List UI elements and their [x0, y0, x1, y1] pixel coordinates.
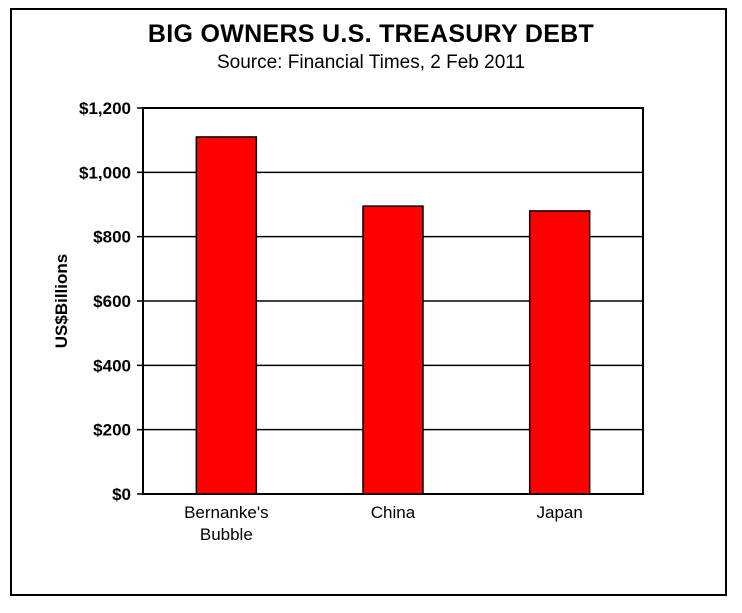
bar [195, 136, 258, 495]
y-tick-label: $1,200 [79, 99, 131, 118]
x-axis-labels: Bernanke's Bubble China Japan [184, 503, 583, 544]
x-category-label: Japan [537, 503, 583, 522]
y-tick-label: $400 [93, 356, 131, 375]
y-tick-label: $1,000 [79, 163, 131, 182]
bar [528, 210, 591, 495]
y-tick-label: $200 [93, 421, 131, 440]
x-category-label: Bernanke's Bubble [184, 503, 269, 544]
x-category-label: China [371, 503, 416, 522]
chart-subtitle: Source: Financial Times, 2 Feb 2011 [216, 52, 526, 73]
bars [195, 136, 591, 495]
y-axis-title: US$Billions [52, 254, 71, 348]
y-tick-label: $0 [112, 485, 131, 504]
bar [362, 205, 424, 495]
chart-title: BIG OWNERS U.S. TREASURY DEBT [147, 20, 595, 48]
y-axis-ticks: $0 $200 $400 $600 $800 $1,000 $1,200 [79, 99, 143, 504]
y-tick-label: $600 [93, 292, 131, 311]
y-tick-label: $800 [93, 228, 131, 247]
